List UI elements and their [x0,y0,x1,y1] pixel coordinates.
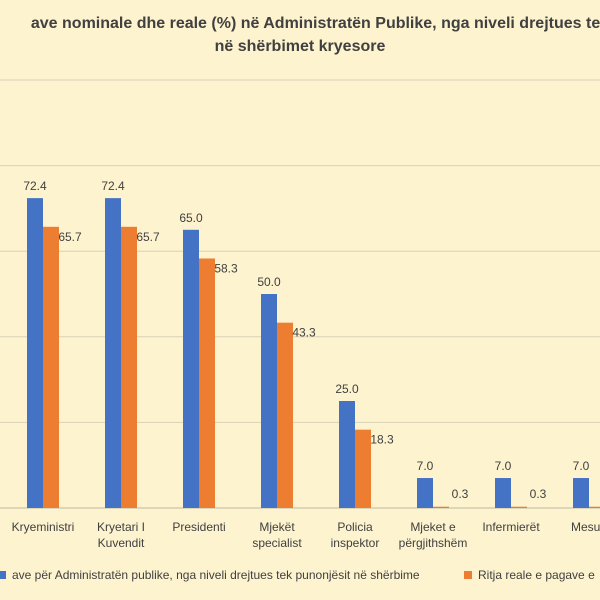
legend-item-nominal: ave për Administratën publike, nga nivel… [0,568,420,582]
legend-label-real: Ritja reale e pagave e [478,568,595,582]
bar-nominal [339,401,355,508]
bar-nominal [495,478,511,508]
bar-nominal [417,478,433,508]
legend-swatch-real [464,571,472,579]
category-label: Mjekët [259,520,295,534]
legend-swatch-nominal [0,571,6,579]
data-label: 7.0 [495,459,512,473]
category-label: inspektor [331,536,380,550]
legend-item-real: Ritja reale e pagave e [464,568,595,582]
data-label: 0.3 [452,487,469,501]
category-label: Infermierët [482,520,540,534]
data-label: 7.0 [417,459,434,473]
bar-real [43,226,59,508]
chart-legend: ave për Administratën publike, nga nivel… [0,568,600,584]
bar-real [277,322,293,508]
data-label: 72.4 [101,179,125,193]
legend-label-nominal: ave për Administratën publike, nga nivel… [12,568,420,582]
category-label: Kryetari I [97,520,145,534]
bar-real [433,506,449,508]
data-label: 25.0 [335,382,359,396]
bar-real [589,506,600,508]
data-label: 65.0 [179,211,203,225]
chart-title-line-1: ave nominale dhe reale (%) në Administra… [30,15,600,32]
data-label: 0.3 [530,487,547,501]
bar-real [121,226,137,508]
category-label: përgjithshëm [399,536,468,550]
chart-title: ave nominale dhe reale (%) në Administra… [0,12,600,58]
category-label: Mjeket e [410,520,456,534]
data-label: 72.4 [23,179,47,193]
bar-real [355,429,371,508]
data-label: 58.3 [214,261,238,275]
bar-nominal [573,478,589,508]
category-label: Presidenti [172,520,225,534]
category-label: specialist [252,536,302,550]
bar-real [511,506,527,508]
chart-title-line-2: në shërbimet kryesore [214,38,386,55]
data-label: 50.0 [257,275,281,289]
bar-nominal [105,198,121,509]
data-label: 7.0 [573,459,590,473]
category-label: Mesue [571,520,600,534]
data-label: 43.3 [292,326,316,340]
bar-nominal [27,198,43,509]
bar-nominal [183,229,199,509]
category-label: Kuvendit [98,536,145,550]
bar-real [199,258,215,508]
category-label: Kryeministri [12,520,75,534]
data-label: 65.7 [136,230,160,244]
data-label: 65.7 [58,230,82,244]
data-label: 18.3 [370,433,394,447]
bar-nominal [261,294,277,508]
category-label: Policia [337,520,373,534]
